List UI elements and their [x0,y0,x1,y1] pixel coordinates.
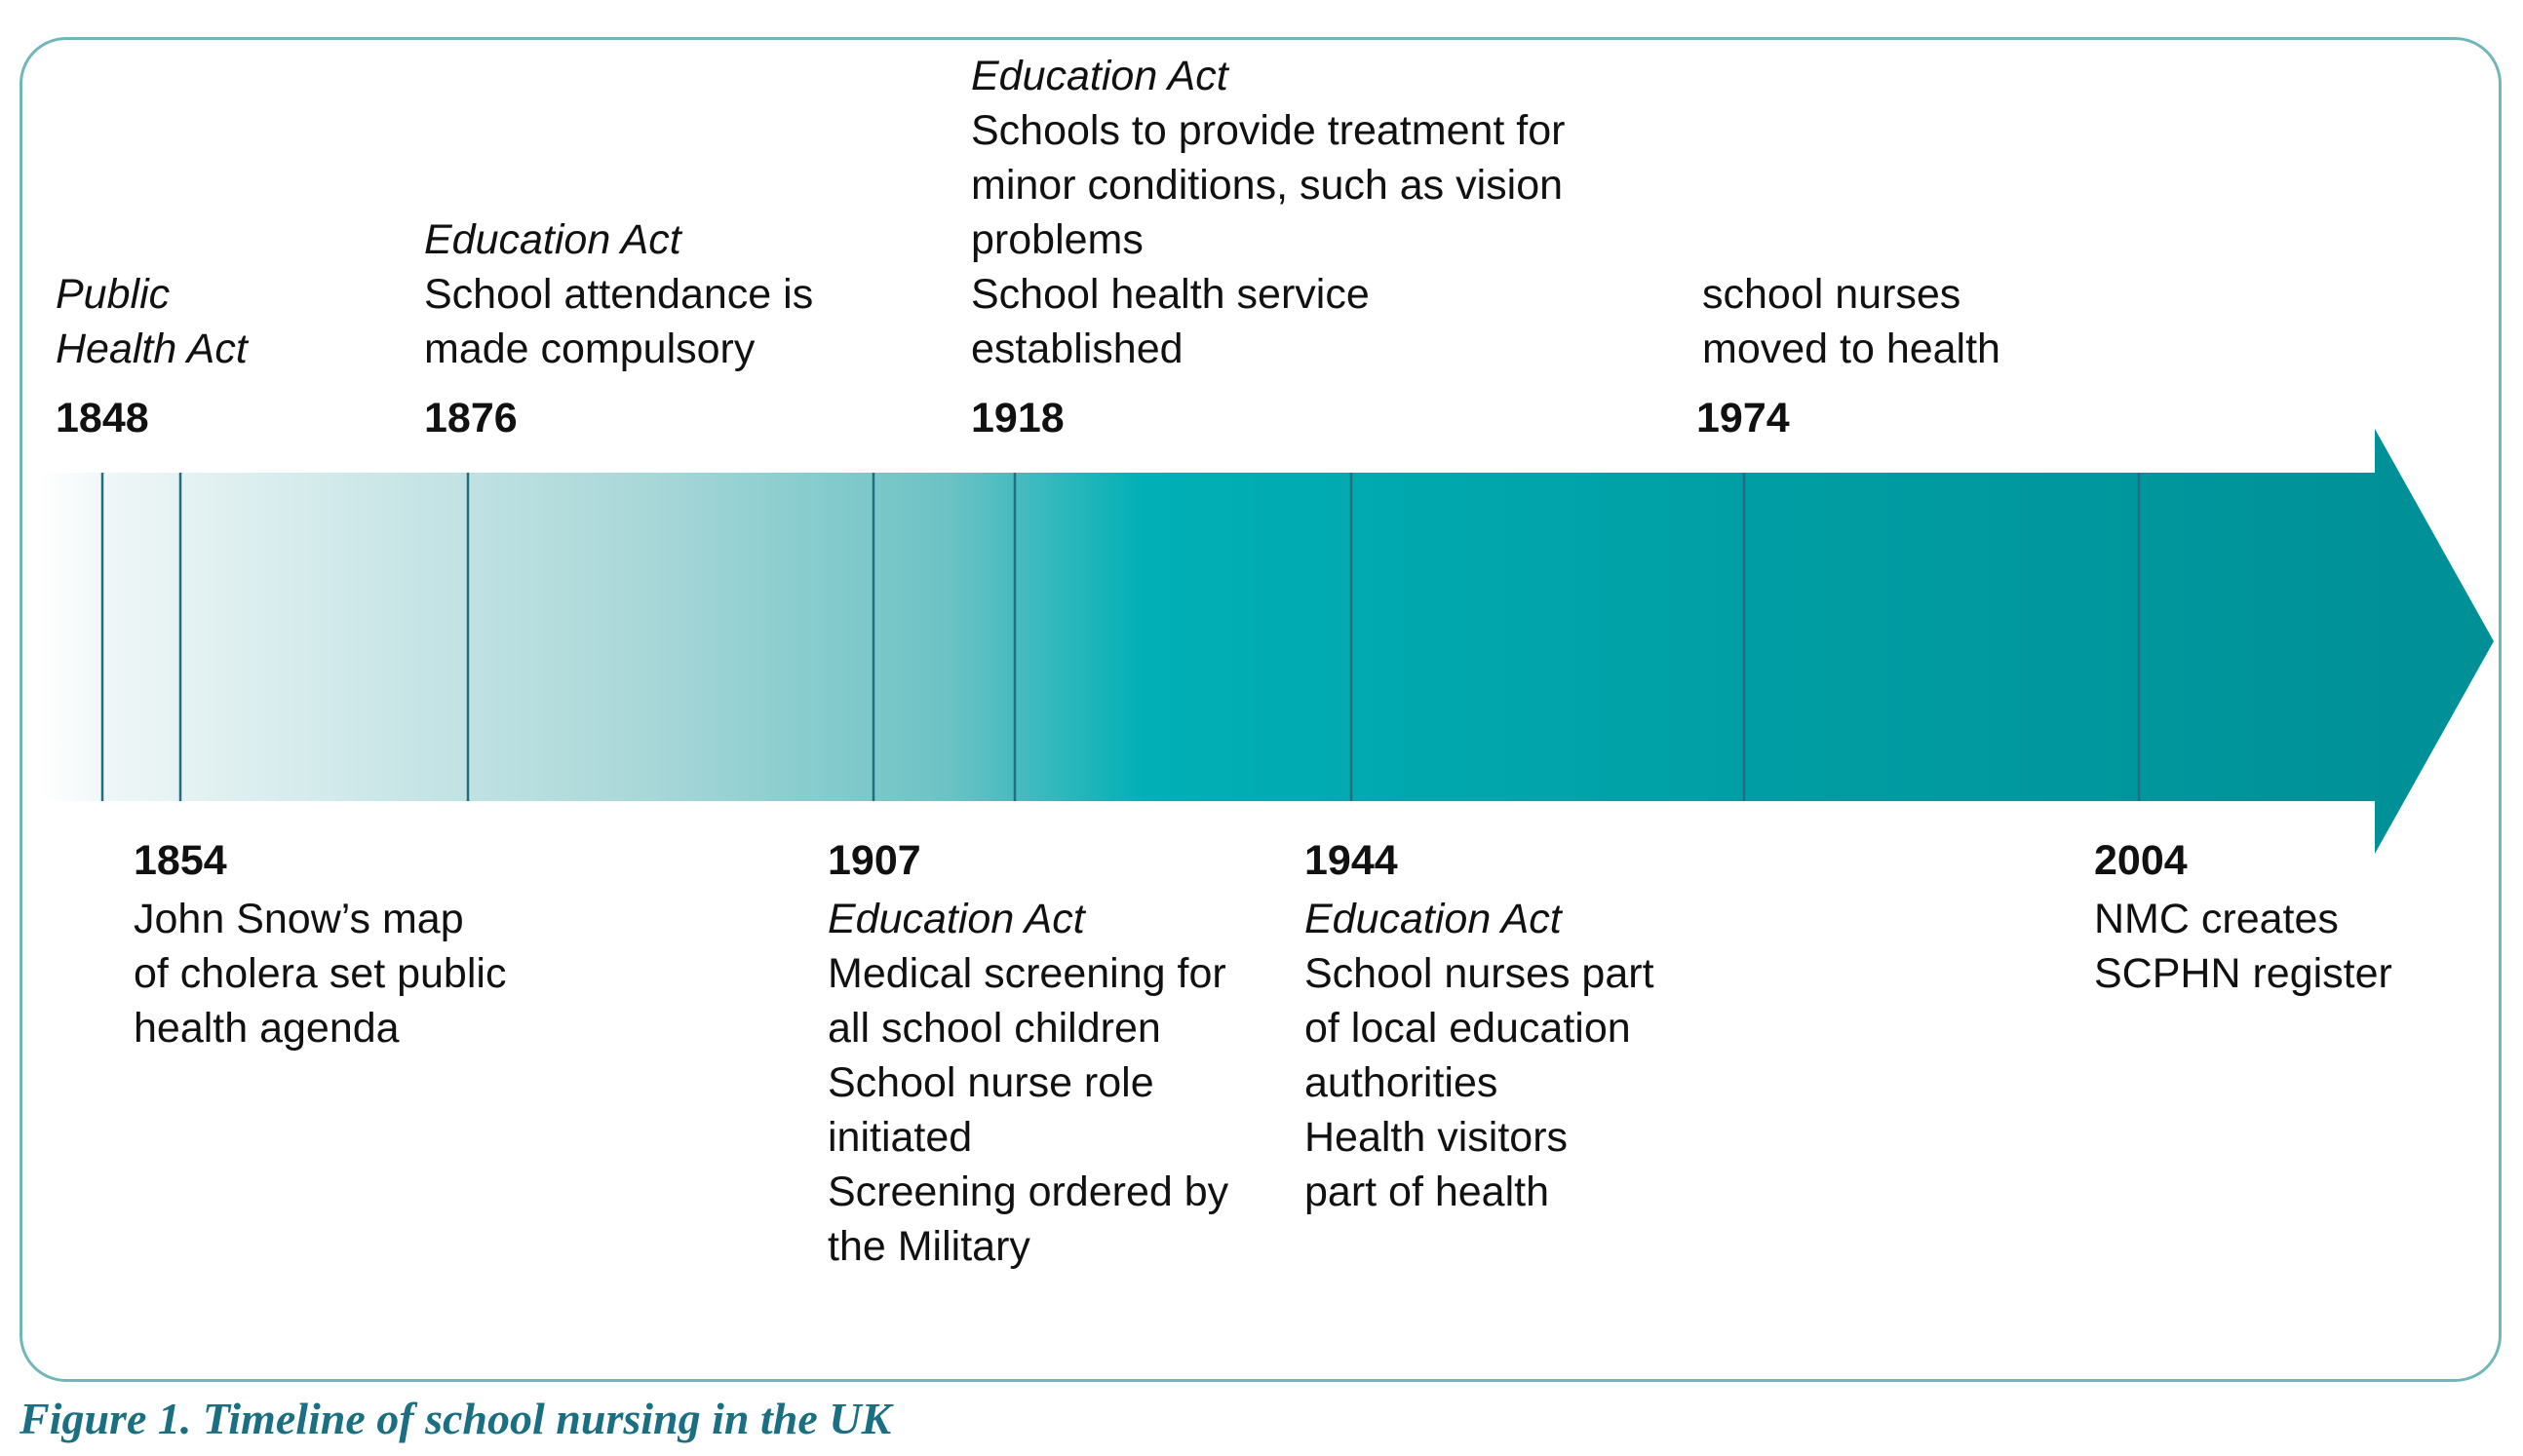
event-line: the Military [828,1223,1030,1270]
year-1907: 1907 [828,837,921,884]
event-line: authorities [1304,1059,1498,1106]
event-line: all school children [828,1005,1161,1052]
act-title: Education Act [1304,896,1562,942]
year-1918: 1918 [971,395,1065,441]
event-1854-description: John Snow’s map of cholera set public he… [134,892,506,1055]
tick-lines [100,473,2141,801]
event-line: NMC creates [2094,896,2339,942]
event-1907-description: Education Act Medical screening for all … [828,892,1228,1274]
figure-frame [19,37,2502,1382]
event-1848-description: Public Health Act [56,267,248,376]
event-line: Schools to provide treatment for [971,107,1566,154]
event-line: School health service [971,271,1370,318]
event-line: Medical screening for [828,950,1226,997]
arrow-body [39,429,2494,854]
event-line: problems [971,216,1144,263]
event-line: School attendance is [424,271,814,318]
year-1944: 1944 [1304,837,1398,884]
year-2004: 2004 [2094,837,2188,884]
event-line: of cholera set public [134,950,507,997]
event-line: Screening ordered by [828,1169,1229,1215]
event-1974-description: school nurses moved to health [1702,267,2000,376]
event-line: SCPHN register [2094,950,2392,997]
act-title: Public [56,271,171,318]
event-line: John Snow’s map [134,896,464,942]
year-1854: 1854 [134,837,227,884]
year-1876: 1876 [424,395,518,441]
event-1918-description: Education Act Schools to provide treatme… [971,49,1565,376]
event-1876-description: Education Act School attendance is made … [424,212,813,376]
year-1848: 1848 [56,395,149,441]
year-1974: 1974 [1696,395,1790,441]
event-line: School nurses part [1304,950,1654,997]
event-line: health agenda [134,1005,400,1052]
event-line: minor conditions, such as vision [971,162,1564,209]
event-line: initiated [828,1114,973,1161]
act-title: Education Act [828,896,1085,942]
event-line: school nurses [1702,271,1961,318]
act-title: Education Act [424,216,681,263]
event-line: moved to health [1702,326,2000,372]
event-line: School nurse role [828,1059,1154,1106]
figure-caption: Figure 1. Timeline of school nursing in … [19,1394,892,1443]
act-title: Education Act [971,53,1228,99]
event-line: part of health [1304,1169,1550,1215]
act-title-line2: Health Act [56,326,248,372]
event-line: of local education [1304,1005,1631,1052]
event-2004-description: NMC creates SCPHN register [2094,892,2392,1001]
event-line: Health visitors [1304,1114,1569,1161]
event-line: made compulsory [424,326,756,372]
event-1944-description: Education Act School nurses part of loca… [1304,892,1654,1219]
event-line: established [971,326,1184,372]
